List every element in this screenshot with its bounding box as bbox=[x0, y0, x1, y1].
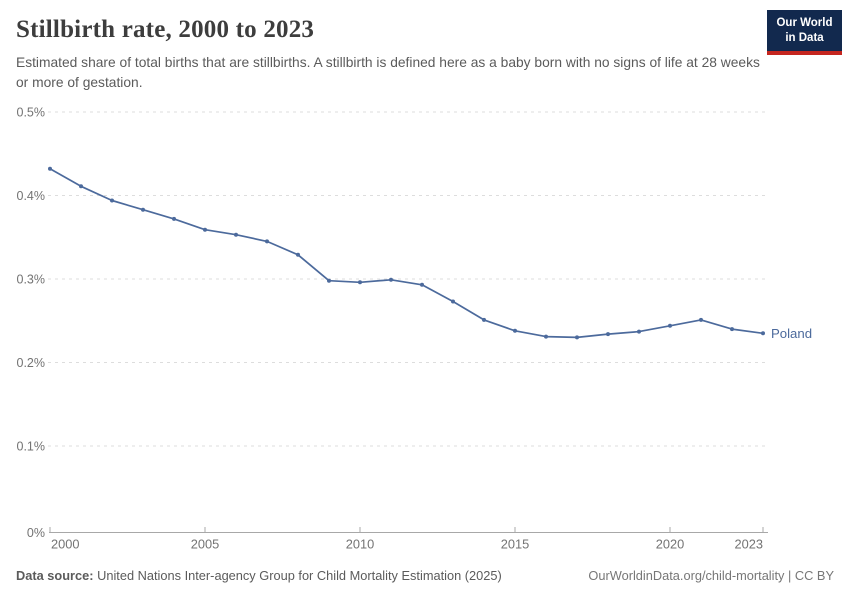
data-point[interactable] bbox=[48, 166, 52, 171]
owid-url-license[interactable]: OurWorldinData.org/child-mortality | CC … bbox=[588, 568, 834, 583]
data-source-label: Data source: bbox=[16, 568, 94, 583]
x-axis-tick-label: 2010 bbox=[346, 537, 374, 552]
data-point[interactable] bbox=[451, 299, 455, 304]
data-point[interactable] bbox=[110, 198, 114, 203]
x-axis-tick-label: 2015 bbox=[501, 537, 529, 552]
y-axis-tick-label: 0.4% bbox=[17, 189, 46, 203]
data-point[interactable] bbox=[637, 329, 641, 334]
data-line-poland bbox=[49, 167, 764, 339]
data-point[interactable] bbox=[699, 317, 703, 322]
chart-header: Stillbirth rate, 2000 to 2023 Estimated … bbox=[16, 16, 834, 93]
data-point[interactable] bbox=[327, 278, 331, 283]
data-point[interactable] bbox=[575, 335, 579, 340]
owid-logo-line2: in Data bbox=[785, 31, 824, 44]
y-axis-tick-label: 0.1% bbox=[17, 440, 46, 454]
data-point[interactable] bbox=[420, 282, 424, 287]
data-point[interactable] bbox=[296, 252, 300, 257]
data-point[interactable] bbox=[606, 332, 610, 337]
data-point[interactable] bbox=[761, 331, 765, 336]
data-point[interactable] bbox=[389, 277, 393, 282]
y-axis-tick-label: 0.3% bbox=[17, 273, 46, 287]
x-axis-tick-label: 2020 bbox=[656, 537, 684, 552]
data-point[interactable] bbox=[172, 216, 176, 221]
data-point[interactable] bbox=[265, 239, 269, 244]
page-title: Stillbirth rate, 2000 to 2023 bbox=[16, 16, 315, 43]
data-point[interactable] bbox=[668, 323, 672, 328]
x-axis-tick-label: 2023 bbox=[735, 537, 763, 552]
data-point[interactable] bbox=[234, 232, 238, 237]
x-axis-tick-label: 2005 bbox=[191, 537, 219, 552]
data-point[interactable] bbox=[141, 207, 145, 212]
x-axis-tick-label: 2000 bbox=[51, 537, 79, 552]
owid-logo[interactable]: Our World in Data bbox=[767, 10, 842, 55]
y-axis-tick-label: 0% bbox=[27, 526, 45, 540]
data-point[interactable] bbox=[358, 280, 362, 285]
data-point[interactable] bbox=[730, 327, 734, 332]
data-point[interactable] bbox=[482, 317, 486, 322]
series-end-label[interactable]: Poland bbox=[771, 326, 812, 341]
owid-logo-line1: Our World bbox=[776, 17, 833, 29]
owid-logo-box: Our World in Data bbox=[767, 10, 842, 51]
y-axis-tick-label: 0.5% bbox=[17, 106, 46, 120]
owid-logo-accent-bar bbox=[767, 50, 842, 55]
data-point[interactable] bbox=[79, 184, 83, 189]
y-axis-tick-label: 0.2% bbox=[17, 356, 46, 370]
chart-subtitle: Estimated share of total births that are… bbox=[16, 55, 760, 90]
data-source-text: United Nations Inter-agency Group for Ch… bbox=[93, 568, 502, 583]
data-point[interactable] bbox=[513, 328, 517, 333]
data-source-note: Data source: United Nations Inter-agency… bbox=[16, 568, 502, 583]
data-point[interactable] bbox=[203, 227, 207, 232]
data-point[interactable] bbox=[544, 334, 548, 339]
chart-footer: Data source: United Nations Inter-agency… bbox=[16, 568, 834, 583]
